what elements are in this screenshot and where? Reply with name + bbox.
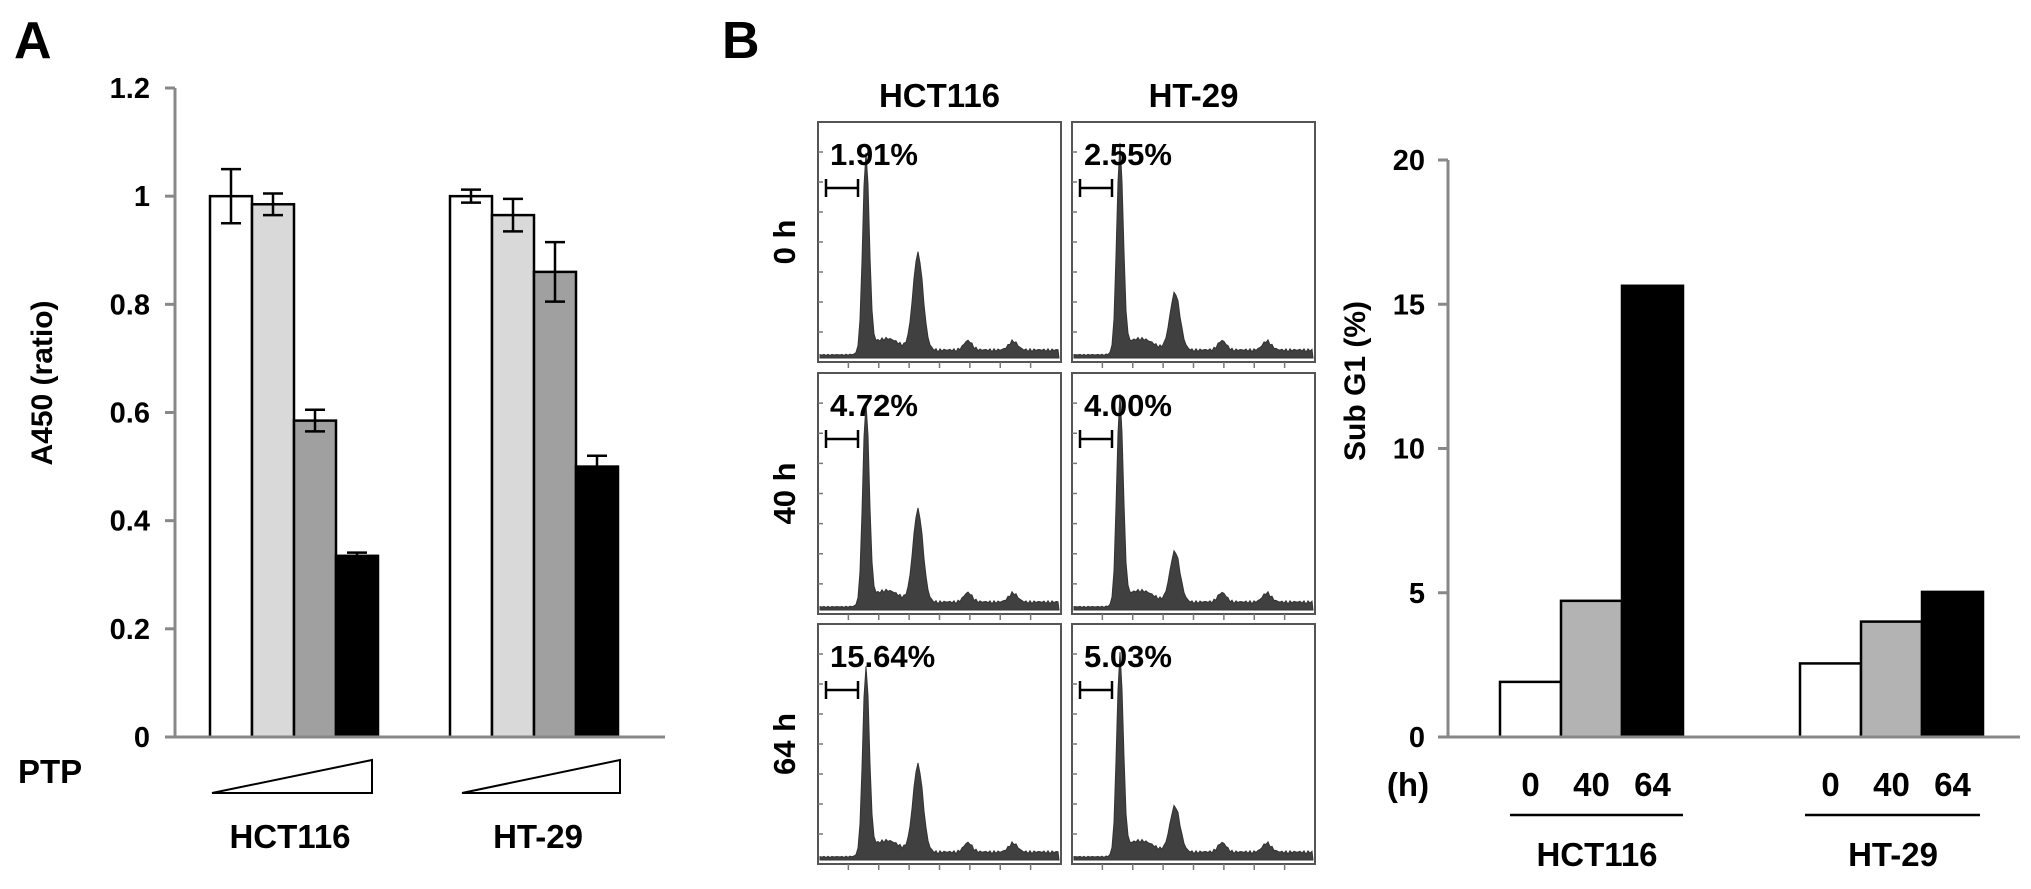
group-label-hct116: HCT116 <box>1536 836 1657 873</box>
histogram-row-label: 40 h <box>767 462 802 524</box>
y-tick-label: 10 <box>1393 434 1425 466</box>
histogram-row-label: 64 h <box>767 713 802 775</box>
bar-hct116-0h <box>1498 680 1563 739</box>
histogram-frame <box>817 623 1062 865</box>
ptp-label: PTP <box>18 753 82 790</box>
ptp-wedge-ht29 <box>461 758 621 794</box>
panel-b: B HCT116 HT-29 0 h 40 h 64 h 1.91% 2.55% 4.72% 4… <box>722 12 2020 873</box>
histogram-frame <box>817 372 1062 615</box>
y-tick-label: 20 <box>1393 145 1425 177</box>
panel-b-bars <box>1498 284 1985 739</box>
subg1-percent: 1.91% <box>830 137 918 172</box>
histogram-frame <box>817 121 1062 363</box>
bar-ht-29-0 <box>448 194 494 739</box>
panel-a-bars <box>208 167 620 739</box>
panel-a-letter: A <box>14 12 52 70</box>
timepoint-label: 40 <box>1873 766 1910 803</box>
y-tick-label: 0 <box>134 722 150 754</box>
timepoint-label: 64 <box>1934 766 1971 803</box>
histogram-frame <box>1071 121 1316 363</box>
histogram-row-label: 0 h <box>767 220 802 265</box>
y-tick-label: 0 <box>1409 722 1425 754</box>
panel-a: A 0 0.2 0.4 0.6 0.8 1 1.2 A450 (ratio) PTP HCT… <box>14 12 665 855</box>
histogram-grid: HCT116 HT-29 0 h 40 h 64 h 1.91% 2.55% 4.72% 4.0… <box>767 77 1316 870</box>
bar-hct116-40h <box>1559 599 1624 739</box>
y-tick-label: 1.2 <box>110 73 150 105</box>
bar-ht-29-40h <box>1859 620 1924 739</box>
panel-b-y-axis-label: Sub G1 (%) <box>1339 301 1372 461</box>
y-tick-label: 15 <box>1393 289 1425 321</box>
bar-ht-29-1 <box>490 213 536 739</box>
histogram-column-header: HCT116 <box>879 77 1000 114</box>
bar-hct116-2 <box>292 419 338 739</box>
timepoint-label: 0 <box>1521 766 1539 803</box>
bar-hct116-3 <box>334 554 380 739</box>
panel-b-y-ticks: 0 5 10 15 20 <box>1393 145 1448 754</box>
bar-ht-29-64h <box>1920 590 1985 739</box>
histogram-trace <box>819 404 1060 611</box>
bar-ht-29-0h <box>1798 662 1863 739</box>
timepoint-label: 40 <box>1573 766 1610 803</box>
subg1-percent: 4.72% <box>830 388 918 423</box>
panel-a-group-labels: HCT116 HT-29 <box>229 818 582 855</box>
panel-b-letter: B <box>722 12 760 70</box>
panel-a-y-ticks: 0 0.2 0.4 0.6 0.8 1 1.2 <box>110 73 175 754</box>
histogram-frame <box>1071 623 1316 865</box>
y-tick-label: 0.6 <box>110 398 150 430</box>
subg1-percent: 15.64% <box>830 639 935 674</box>
group-label-ht29: HT-29 <box>1848 836 1938 873</box>
subg1-percent: 2.55% <box>1084 137 1172 172</box>
group-label-ht29: HT-29 <box>493 818 583 855</box>
timepoint-label: 64 <box>1634 766 1671 803</box>
timepoint-label: 0 <box>1821 766 1839 803</box>
panel-a-y-axis-label: A450 (ratio) <box>26 300 59 465</box>
ptp-wedge-hct116 <box>211 758 373 794</box>
histogram-trace <box>819 666 1060 861</box>
histogram-column-header: HT-29 <box>1149 77 1239 114</box>
bar-hct116-1 <box>250 203 296 739</box>
histogram-trace <box>819 152 1060 359</box>
bar-hct116-0 <box>208 194 254 739</box>
histogram-frame <box>1071 372 1316 615</box>
panel-b-group-labels: HCT116 HT-29 <box>1536 836 1937 873</box>
bar-hct116-64h <box>1620 284 1685 739</box>
subg1-percent: 5.03% <box>1084 639 1172 674</box>
histogram-trace <box>1073 143 1314 359</box>
bar-ht-29-3 <box>574 465 620 739</box>
histogram-trace <box>1073 394 1314 611</box>
time-unit-label: (h) <box>1387 766 1429 803</box>
y-tick-label: 1 <box>134 181 150 213</box>
histogram-trace <box>1073 651 1314 861</box>
panel-b-timepoint-labels: 0 40 64 0 40 64 <box>1521 766 1971 803</box>
y-tick-label: 0.2 <box>110 614 150 646</box>
group-label-hct116: HCT116 <box>229 818 350 855</box>
bar-ht-29-2 <box>532 270 578 739</box>
subg1-percent: 4.00% <box>1084 388 1172 423</box>
y-tick-label: 5 <box>1409 578 1425 610</box>
y-tick-label: 0.8 <box>110 289 150 321</box>
y-tick-label: 0.4 <box>110 506 150 538</box>
